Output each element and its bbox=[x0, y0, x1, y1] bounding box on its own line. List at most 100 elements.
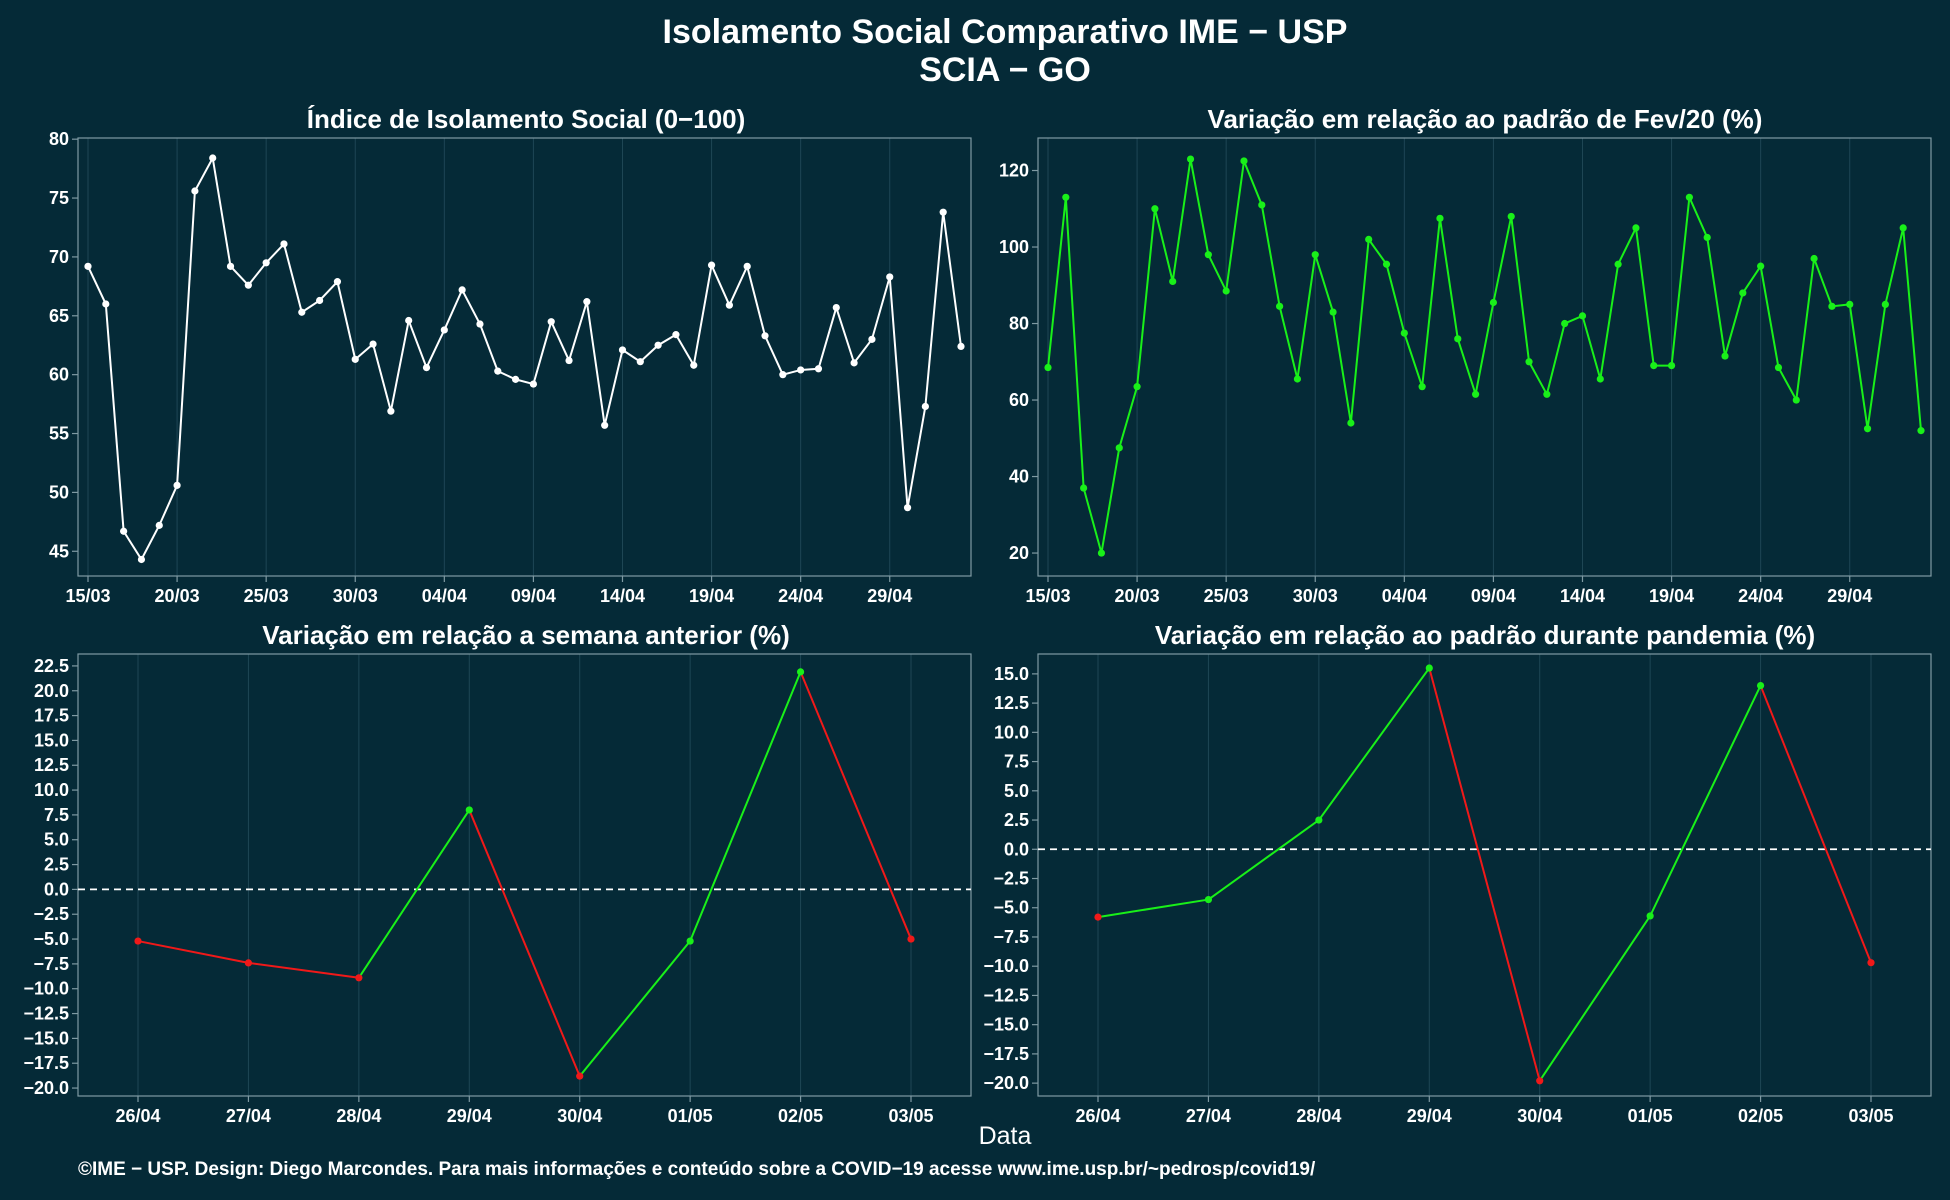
x-tick-label: 29/04 bbox=[1827, 586, 1872, 606]
data-point bbox=[1774, 363, 1783, 372]
x-tick-label: 25/03 bbox=[1204, 586, 1249, 606]
x-tick-label: 26/04 bbox=[1075, 1106, 1120, 1126]
data-point bbox=[1614, 260, 1622, 268]
data-point bbox=[957, 342, 965, 351]
data-point bbox=[1240, 157, 1248, 165]
x-tick-label: 09/04 bbox=[1471, 586, 1516, 606]
x-tick-label: 30/04 bbox=[557, 1106, 602, 1126]
data-point bbox=[1204, 251, 1212, 259]
y-tick-label: 12.5 bbox=[994, 693, 1029, 713]
series-segment bbox=[1318, 667, 1431, 821]
data-point bbox=[1756, 681, 1765, 690]
y-tick-label: 20.0 bbox=[34, 681, 69, 701]
y-tick-label: 22.5 bbox=[34, 656, 69, 676]
data-point bbox=[244, 281, 252, 289]
data-point bbox=[1863, 425, 1872, 433]
data-point bbox=[458, 286, 466, 294]
x-tick-label: 27/04 bbox=[1186, 1106, 1231, 1126]
y-tick-label: 70 bbox=[49, 247, 69, 267]
y-tick-label: 120 bbox=[999, 161, 1029, 181]
series-line bbox=[1047, 157, 1922, 554]
data-point bbox=[155, 521, 163, 529]
data-point bbox=[1828, 302, 1836, 310]
data-point bbox=[476, 320, 484, 328]
y-tick-label: 2.5 bbox=[1004, 810, 1029, 830]
y-tick-label: 100 bbox=[999, 237, 1029, 257]
series-segment bbox=[137, 940, 249, 964]
data-point bbox=[244, 959, 253, 967]
data-point bbox=[1721, 352, 1729, 360]
data-point bbox=[1739, 289, 1747, 297]
data-point bbox=[1115, 444, 1123, 452]
data-point bbox=[1222, 287, 1230, 295]
data-point bbox=[1425, 664, 1433, 672]
x-tick-label: 14/04 bbox=[600, 586, 645, 606]
data-point bbox=[262, 259, 270, 267]
data-point bbox=[796, 668, 805, 676]
x-tick-label: 30/04 bbox=[1517, 1106, 1562, 1126]
x-tick-label: 20/03 bbox=[1115, 586, 1160, 606]
data-point bbox=[1133, 383, 1141, 391]
y-tick-label: 80 bbox=[1009, 314, 1029, 334]
data-point bbox=[333, 278, 342, 286]
data-point bbox=[405, 316, 413, 325]
y-tick-label: 45 bbox=[49, 541, 69, 561]
panel-variation-pandemic-pattern: Variação em relação ao padrão durante pa… bbox=[983, 620, 1932, 1126]
data-point bbox=[601, 421, 609, 429]
x-tick-label: 02/05 bbox=[778, 1106, 823, 1126]
data-point bbox=[1561, 319, 1569, 328]
y-tick-label: −17.5 bbox=[983, 1044, 1029, 1064]
data-point bbox=[102, 300, 110, 308]
y-tick-label: −10.0 bbox=[23, 979, 69, 999]
data-point bbox=[84, 262, 92, 270]
data-point bbox=[1685, 193, 1693, 201]
x-tick-label: 26/04 bbox=[115, 1106, 160, 1126]
data-point bbox=[1097, 549, 1106, 557]
footer-caption: ©IME − USP. Design: Diego Marcondes. Par… bbox=[78, 1159, 1316, 1180]
x-tick-label: 15/03 bbox=[65, 586, 110, 606]
series-segment bbox=[468, 809, 581, 1077]
y-tick-label: −2.5 bbox=[993, 869, 1029, 889]
y-tick-label: 17.5 bbox=[34, 706, 69, 726]
data-point bbox=[1536, 1077, 1544, 1085]
data-point bbox=[1543, 390, 1551, 398]
data-point bbox=[654, 341, 662, 349]
data-point bbox=[583, 298, 591, 306]
data-point bbox=[387, 407, 395, 415]
data-point bbox=[1667, 362, 1676, 370]
data-point bbox=[672, 331, 680, 339]
x-tick-label: 28/04 bbox=[1296, 1106, 1341, 1126]
series-segment bbox=[1649, 685, 1762, 917]
data-point bbox=[797, 366, 805, 374]
x-tick-label: 30/03 bbox=[333, 586, 378, 606]
y-tick-label: 5.0 bbox=[1004, 781, 1029, 801]
x-tick-label: 29/04 bbox=[447, 1106, 492, 1126]
series-segment bbox=[578, 940, 691, 1077]
x-tick-label: 19/04 bbox=[1649, 586, 1694, 606]
y-tick-label: −5.0 bbox=[33, 929, 69, 949]
data-point bbox=[1471, 390, 1480, 398]
data-point bbox=[1646, 912, 1654, 920]
x-tick-label: 27/04 bbox=[226, 1106, 271, 1126]
data-point bbox=[226, 262, 235, 270]
data-point bbox=[134, 937, 142, 945]
plot-frame bbox=[77, 653, 972, 1097]
data-point bbox=[779, 371, 787, 379]
x-tick-label: 01/05 bbox=[668, 1106, 713, 1126]
y-tick-label: 10.0 bbox=[34, 780, 69, 800]
data-point bbox=[137, 555, 146, 564]
y-tick-label: 2.5 bbox=[44, 855, 69, 875]
figure-subtitle: SCIA − GO bbox=[919, 51, 1091, 89]
y-tick-label: 0.0 bbox=[1004, 839, 1029, 859]
x-tick-label: 28/04 bbox=[336, 1106, 381, 1126]
y-tick-label: −2.5 bbox=[33, 904, 69, 924]
y-tick-label: 15.0 bbox=[34, 730, 69, 750]
data-point bbox=[355, 974, 363, 982]
data-point bbox=[1454, 335, 1462, 343]
data-point bbox=[939, 208, 947, 216]
data-point bbox=[1418, 383, 1426, 391]
data-point bbox=[351, 355, 359, 363]
data-point bbox=[422, 363, 431, 372]
data-point bbox=[850, 359, 858, 367]
